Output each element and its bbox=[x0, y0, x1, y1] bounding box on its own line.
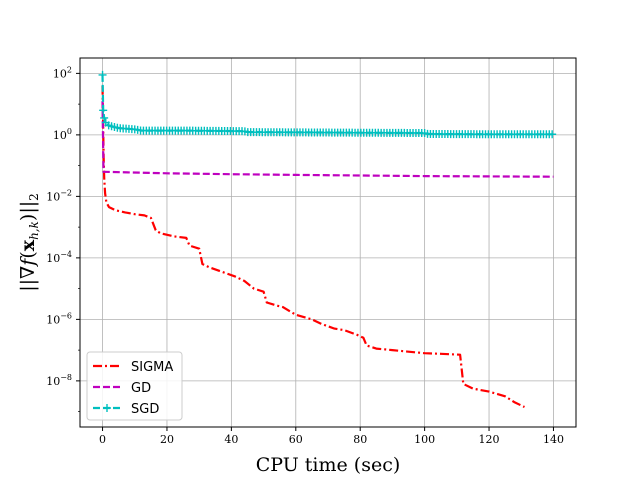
y-tick-label: 10−4 bbox=[46, 250, 72, 265]
series-layer bbox=[98, 70, 557, 408]
x-tick-label: 60 bbox=[289, 433, 303, 446]
y-label-norm-subscript: 2 bbox=[27, 193, 41, 201]
y-label-norm-close: || bbox=[17, 201, 39, 214]
y-label-paren-open: ( bbox=[17, 251, 39, 258]
y-tick-label: 10−8 bbox=[46, 373, 72, 388]
marker-sgd bbox=[548, 130, 557, 139]
x-tick-label: 40 bbox=[224, 433, 238, 446]
plot-area-frame bbox=[79, 57, 577, 428]
legend-label-sigma: SIGMA bbox=[131, 360, 173, 375]
y-label-f: f bbox=[17, 256, 39, 268]
y-tick-label: 10−2 bbox=[46, 188, 72, 203]
legend-label-gd: GD bbox=[131, 381, 151, 396]
y-tick-label: 102 bbox=[53, 65, 72, 80]
x-tick-label: 0 bbox=[99, 433, 106, 446]
y-label-norm-open: ||∇ bbox=[17, 266, 39, 292]
x-axis-label: CPU time (sec) bbox=[256, 454, 401, 476]
x-tick-label: 80 bbox=[353, 433, 367, 446]
legend-label-sgd: SGD bbox=[131, 402, 159, 417]
y-label-subscript: h,k bbox=[27, 221, 41, 240]
marker-sgd bbox=[99, 106, 108, 115]
x-tick-label: 20 bbox=[160, 433, 174, 446]
marker-sgd bbox=[98, 70, 107, 79]
series-line-sgd bbox=[101, 74, 554, 136]
legend-box bbox=[86, 351, 183, 421]
series-line-sigma bbox=[101, 85, 525, 408]
series-line-gd bbox=[101, 101, 554, 178]
grid bbox=[80, 58, 576, 427]
y-tick-label: 10−6 bbox=[46, 311, 72, 326]
y-label-x: x bbox=[17, 239, 39, 251]
legend: SIGMA GD SGD bbox=[86, 351, 183, 421]
x-tick-label: 120 bbox=[479, 433, 500, 446]
y-axis-label: ||∇f(xh,k)||2 bbox=[17, 193, 41, 292]
y-tick-label: 100 bbox=[53, 127, 72, 142]
legend-marker-sgd bbox=[103, 404, 111, 412]
marker-sgd bbox=[100, 113, 109, 122]
x-tick-label: 100 bbox=[414, 433, 435, 446]
ticks: 0 20 40 60 80 100 120 140 102 100 10−2 10−4 10−6 10−8 bbox=[46, 65, 564, 446]
y-label-paren-close: ) bbox=[17, 214, 39, 221]
x-tick-label: 140 bbox=[543, 433, 564, 446]
